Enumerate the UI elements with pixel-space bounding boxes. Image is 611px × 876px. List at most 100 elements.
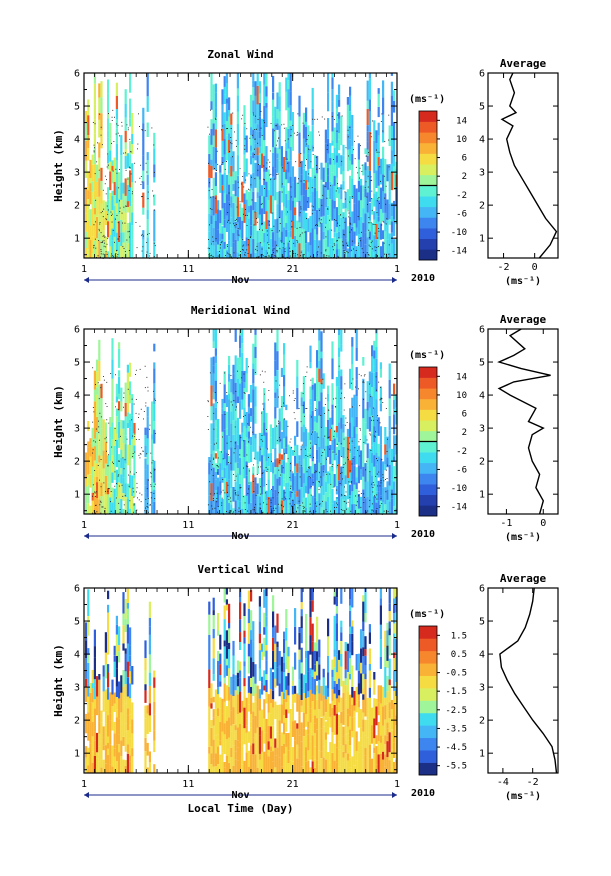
contour-dot bbox=[275, 255, 277, 257]
field-cell bbox=[234, 382, 237, 404]
field-cell bbox=[261, 118, 264, 136]
field-cell bbox=[124, 760, 127, 766]
contour-dot bbox=[294, 504, 295, 506]
field-cell bbox=[368, 407, 371, 417]
contour-dot bbox=[241, 118, 243, 120]
field-cell bbox=[322, 757, 325, 773]
field-cell bbox=[228, 355, 231, 365]
field-cell bbox=[313, 383, 316, 401]
field-cell bbox=[245, 373, 248, 393]
contour-dot bbox=[277, 503, 279, 505]
field-cell bbox=[307, 125, 310, 145]
field-cell bbox=[289, 120, 292, 126]
contour-dot bbox=[347, 501, 349, 503]
contour-dot bbox=[380, 397, 382, 399]
contour-dot bbox=[273, 252, 274, 253]
contour-dot bbox=[380, 386, 382, 388]
field-cell bbox=[313, 642, 316, 651]
field-cell bbox=[338, 442, 341, 450]
field-cell bbox=[278, 421, 281, 443]
field-cell bbox=[302, 195, 305, 211]
contour-dot bbox=[272, 507, 274, 509]
field-cell bbox=[362, 378, 365, 399]
field-cell bbox=[126, 614, 129, 625]
field-cell bbox=[342, 432, 345, 447]
field-cell bbox=[353, 231, 356, 244]
field-cell bbox=[307, 493, 310, 514]
field-cell bbox=[85, 678, 88, 688]
contour-dot bbox=[215, 238, 217, 240]
contour-dot bbox=[264, 122, 265, 124]
contour-dot bbox=[291, 220, 293, 222]
field-cell bbox=[104, 463, 107, 476]
field-cell bbox=[313, 175, 316, 188]
field-cell bbox=[129, 671, 132, 684]
contour-dot bbox=[130, 173, 132, 175]
field-cell bbox=[96, 432, 99, 445]
contour-dot bbox=[216, 150, 218, 152]
field-cell bbox=[342, 464, 345, 480]
contour-dot bbox=[363, 382, 365, 384]
field-cell bbox=[300, 426, 303, 442]
field-cell bbox=[107, 604, 110, 613]
x-tick-label: 21 bbox=[287, 264, 299, 275]
field-cell bbox=[217, 244, 220, 251]
field-cell bbox=[388, 464, 391, 486]
field-cell bbox=[285, 640, 288, 657]
field-cell bbox=[115, 128, 118, 144]
contour-dot bbox=[141, 233, 143, 235]
contour-dot bbox=[123, 206, 125, 208]
field-cell bbox=[386, 622, 389, 631]
field-cell bbox=[100, 239, 103, 258]
field-cell bbox=[342, 726, 345, 737]
average-x-tick-label: -2 bbox=[498, 262, 510, 273]
field-cell bbox=[225, 630, 228, 646]
field-cell bbox=[120, 474, 123, 484]
field-cell bbox=[296, 758, 299, 773]
field-cell bbox=[362, 712, 365, 720]
contour-dot bbox=[264, 371, 266, 373]
field-cell bbox=[118, 221, 121, 242]
field-cell bbox=[368, 111, 371, 132]
field-cell bbox=[230, 455, 233, 471]
contour-dot bbox=[100, 249, 102, 250]
field-cell bbox=[371, 415, 374, 434]
field-cell bbox=[349, 610, 352, 618]
contour-dot bbox=[132, 453, 134, 454]
field-cell bbox=[93, 755, 96, 773]
field-cell bbox=[274, 747, 277, 756]
contour-dot bbox=[220, 244, 221, 246]
field-cell bbox=[91, 721, 94, 737]
field-cell bbox=[210, 224, 213, 244]
field-cell bbox=[382, 725, 385, 738]
contour-dot bbox=[111, 446, 113, 448]
field-cell bbox=[316, 500, 319, 514]
field-cell bbox=[395, 462, 398, 475]
field-cell bbox=[252, 676, 255, 696]
contour-dot bbox=[371, 248, 373, 250]
field-cell bbox=[327, 496, 330, 514]
field-cell bbox=[338, 749, 341, 761]
field-cell bbox=[280, 704, 283, 711]
contour-dot bbox=[153, 486, 155, 488]
field-cell bbox=[109, 744, 112, 765]
contour-dot bbox=[111, 213, 113, 215]
contour-dot bbox=[255, 503, 257, 505]
field-cell bbox=[85, 187, 88, 206]
field-cell bbox=[144, 705, 147, 719]
field-cell bbox=[247, 413, 250, 426]
field-cell bbox=[307, 671, 310, 692]
field-cell bbox=[243, 407, 246, 427]
field-cell bbox=[96, 387, 99, 395]
contour-dot bbox=[376, 389, 377, 391]
field-cell bbox=[241, 337, 244, 344]
field-cell bbox=[153, 209, 156, 225]
contour-dot bbox=[270, 123, 272, 124]
field-cell bbox=[386, 703, 389, 723]
field-cell bbox=[142, 192, 145, 208]
field-cell bbox=[91, 715, 94, 722]
contour-dot bbox=[133, 496, 135, 498]
field-cell bbox=[329, 158, 332, 165]
field-cell bbox=[89, 692, 92, 703]
